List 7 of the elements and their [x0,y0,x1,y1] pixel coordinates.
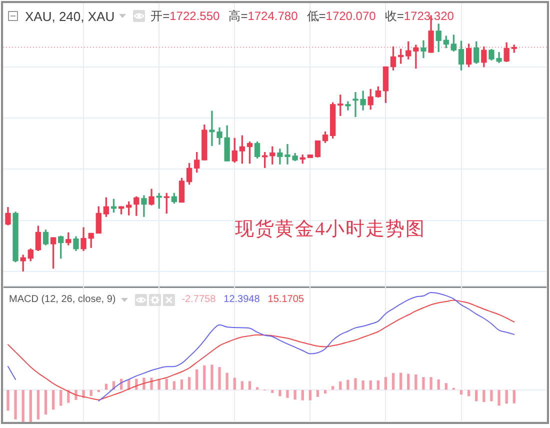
legend-title: MACD (12, 26, close, 9) [9,294,116,305]
text: 12.3948 [224,294,260,305]
text: 15.1705 [268,294,304,305]
chart-subtitle: 开=1722.550 高=1724.780 低=1720.070 收=1723.320 [150,8,454,22]
annotation: 现货黄金4小时走势图 [235,218,426,242]
text: -2.7758 [182,294,216,305]
chart-title: XAU, 240, XAU [25,8,115,24]
